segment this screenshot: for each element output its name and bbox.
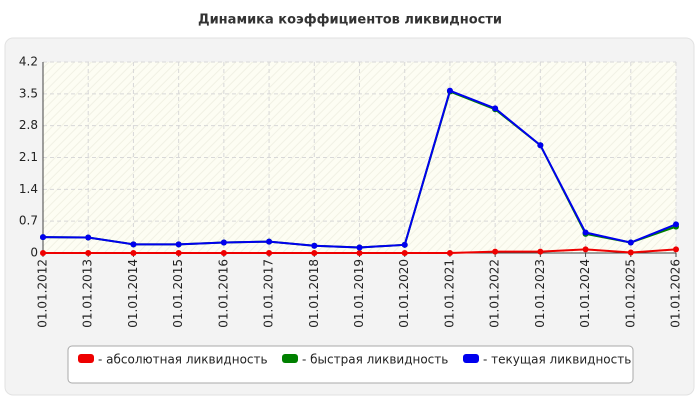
point [582, 229, 589, 236]
point [673, 221, 679, 228]
point [401, 241, 408, 248]
point [627, 249, 634, 256]
point [673, 246, 679, 253]
point [220, 250, 227, 256]
point [446, 87, 453, 94]
point [537, 142, 544, 149]
legend-swatch [463, 354, 479, 363]
point [356, 244, 363, 251]
point [627, 239, 634, 246]
point [311, 242, 318, 249]
x-tick-label: 01.01.2020 [397, 259, 411, 328]
y-tick-label: 1.4 [19, 182, 38, 196]
point [492, 105, 499, 112]
point [537, 248, 544, 255]
point [401, 250, 408, 256]
x-tick-label: 01.01.2013 [81, 259, 95, 328]
y-tick-label: 4.2 [19, 55, 38, 69]
point [446, 250, 453, 256]
x-tick-label: 01.01.2017 [262, 259, 276, 328]
x-tick-label: 01.01.2019 [352, 259, 366, 328]
x-tick-label: 01.01.2022 [488, 259, 502, 328]
x-tick-label: 01.01.2024 [578, 259, 592, 328]
x-tick-label: 01.01.2012 [36, 259, 50, 328]
x-tick-label: 01.01.2023 [533, 259, 547, 328]
x-tick-label: 01.01.2015 [171, 259, 185, 328]
x-tick-label: 01.01.2021 [442, 259, 456, 328]
point [130, 241, 137, 248]
point [311, 250, 318, 256]
point [582, 246, 589, 253]
y-tick-label: 0.7 [19, 214, 38, 228]
point [266, 238, 273, 245]
point [85, 250, 92, 256]
point [266, 250, 273, 256]
x-tick-label: 01.01.2025 [623, 259, 637, 328]
x-tick-label: 01.01.2016 [216, 259, 230, 328]
point [85, 234, 92, 241]
point [220, 239, 227, 246]
y-tick-label: 2.1 [19, 150, 38, 164]
chart-title: Динамика коэффициентов ликвидности [198, 13, 502, 28]
point [492, 248, 499, 255]
x-tick-label: 01.01.2014 [126, 259, 140, 328]
x-tick-label: 01.01.2026 [669, 259, 683, 328]
legend-label: - текущая ликвидность [483, 353, 631, 367]
x-tick-label: 01.01.2018 [307, 259, 321, 328]
y-tick-label: 0 [30, 246, 38, 260]
legend-swatch [78, 354, 94, 363]
legend-swatch [282, 354, 298, 363]
point [356, 250, 363, 256]
point [175, 241, 182, 248]
point [130, 250, 137, 256]
y-tick-label: 2.8 [19, 118, 38, 132]
point [40, 234, 46, 241]
point [40, 250, 46, 256]
y-tick-label: 3.5 [19, 86, 38, 100]
point [175, 250, 182, 256]
legend [67, 345, 634, 384]
legend-label: - быстрая ликвидность [302, 353, 448, 367]
legend-label: - абсолютная ликвидность [98, 353, 268, 367]
